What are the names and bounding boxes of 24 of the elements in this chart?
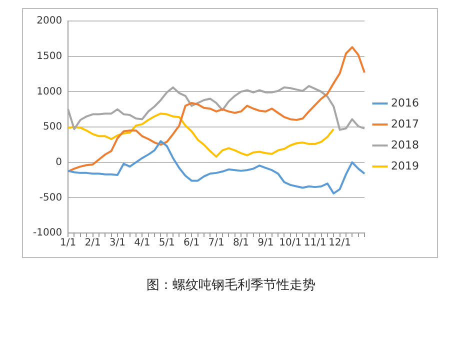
y-tick-label: 0 — [56, 156, 62, 168]
y-tick-label: 1000 — [36, 86, 62, 98]
x-tick-label: 8/1 — [232, 238, 250, 249]
y-tick-label: 500 — [42, 122, 62, 133]
legend-label: 2017 — [391, 117, 420, 130]
text: 图：螺纹吨钢毛利季节性走势 — [146, 277, 316, 294]
legend-label: 2016 — [391, 96, 420, 110]
x-tick-label: 12/1 — [328, 238, 352, 249]
y-tick-label: -1000 — [32, 228, 62, 239]
x-tick-label: 5/1 — [158, 238, 175, 249]
x-tick-label: 6/1 — [184, 238, 200, 249]
y-tick-label: 2000 — [36, 16, 62, 27]
y-tick-label: -500 — [39, 192, 62, 204]
x-tick-label: 7/1 — [208, 238, 224, 249]
y-tick-label: 1500 — [36, 50, 62, 62]
x-tick-label: 9/1 — [258, 238, 274, 249]
x-tick-label: 3/1 — [109, 238, 126, 249]
legend-label: 2018 — [391, 138, 420, 152]
x-tick-label: 1/1 — [60, 238, 76, 249]
x-tick-label: 4/1 — [134, 238, 150, 249]
x-tick-label: 11/1 — [304, 238, 326, 249]
legend-label: 2019 — [391, 159, 420, 172]
x-tick-label: 10/1 — [279, 238, 302, 249]
x-tick-label: 2/1 — [84, 238, 101, 249]
